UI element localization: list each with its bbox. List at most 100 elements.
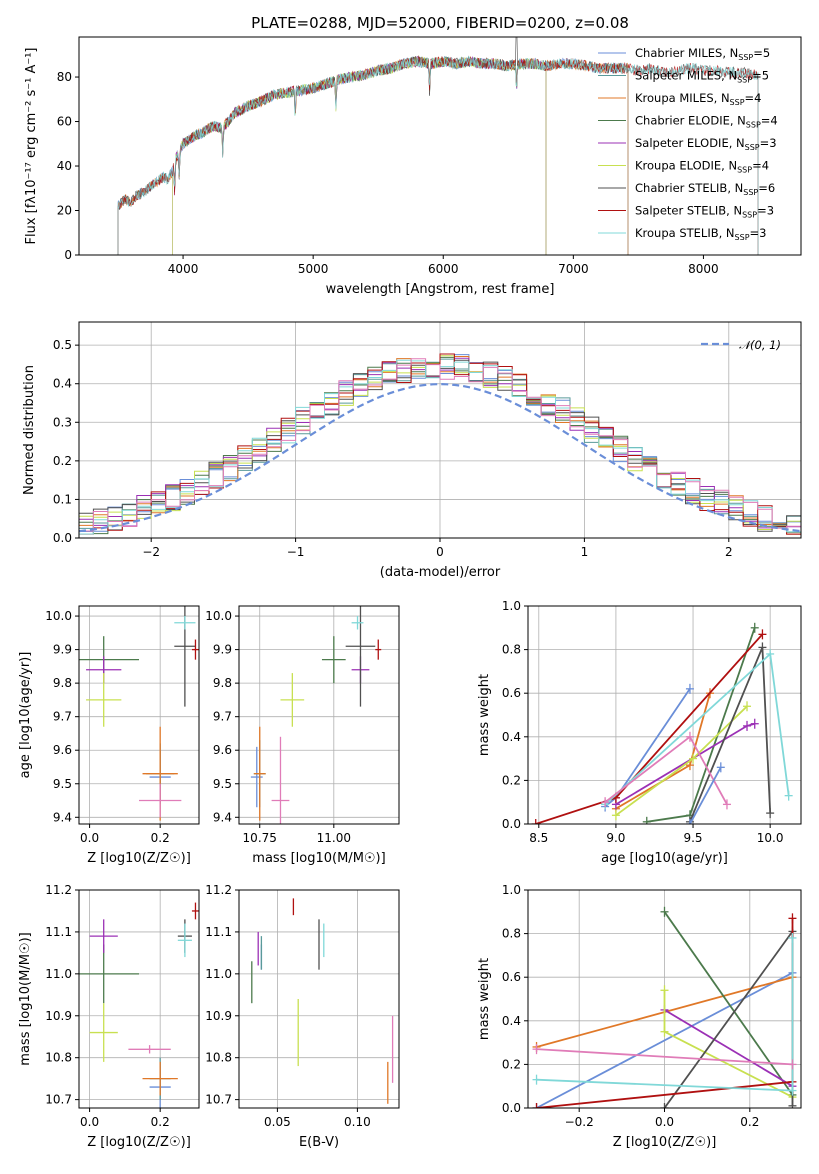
y-tick-label: 10.7	[205, 1093, 232, 1107]
mass-weight-series-line	[663, 928, 794, 1108]
y-tick-label: 9.6	[213, 743, 232, 757]
mass_vs_ebv-panel: 0.05 0.10 10.7 10.8 10.9 11.0 11.1 11.2 E(B-V)	[205, 883, 400, 1150]
mass-weight-series-line	[536, 972, 793, 1108]
halpha-emission-line	[515, 37, 518, 66]
y-tick-label: 9.8	[213, 676, 232, 690]
data-point-errorbar	[271, 736, 290, 824]
spectrum-panel: 4000 5000 6000 7000 8000 0 20 40 60 80 wavelength …	[24, 36, 802, 297]
spectrum-series-line	[117, 56, 759, 255]
y-tick-label: 0.0	[502, 1101, 521, 1115]
y-tick-label: 9.5	[53, 777, 72, 791]
y-tick-label: 0	[64, 248, 72, 262]
mass-weight-marker	[788, 913, 797, 924]
y-axis-label: Normed distribution	[22, 365, 37, 495]
x-axis-label: mass [log10(M/M☉)]	[252, 851, 385, 866]
legend-entry-label: Kroupa MILES, NSSP=4	[635, 91, 761, 107]
y-tick-label: 0.8	[502, 643, 521, 657]
mass_weight_vs_Z-marks	[532, 906, 797, 1108]
mass-weight-marker	[743, 701, 752, 712]
figure-title: PLATE=0288, MJD=52000, FIBERID=0200, z=0…	[251, 14, 629, 32]
x-tick-label: 0	[436, 545, 444, 559]
y-tick-label: 1.0	[502, 883, 521, 897]
mass_vs_Z-marks	[79, 902, 199, 1108]
axes-frame	[238, 605, 400, 825]
y-tick-label: 80	[57, 70, 72, 84]
spectrum-series-line	[172, 56, 547, 255]
mass-weight-marker	[722, 799, 731, 810]
x-tick-label: 0.0	[80, 1115, 99, 1129]
x-axis-label: wavelength [Angstrom, rest frame]	[326, 282, 555, 297]
data-point-errorbar	[191, 902, 199, 920]
mass-weight-marker	[660, 1103, 669, 1108]
mass-weight-series-line	[664, 1009, 793, 1087]
mass-weight-marker	[750, 622, 759, 633]
legend-entry-label: Salpeter ELODIE, NSSP=3	[635, 136, 777, 152]
data-point-errorbar	[253, 726, 266, 821]
mass-weight-marker	[758, 629, 767, 640]
legend-entry-label: Salpeter STELIB, NSSP=3	[635, 204, 774, 220]
mass-weight-marker	[660, 1026, 669, 1037]
mass-weight-series-line	[615, 705, 748, 817]
y-tick-label: 9.6	[53, 743, 72, 757]
x-tick-label: 0.0	[80, 831, 99, 845]
x-tick-label: 0.0	[655, 1115, 674, 1129]
residuals-marks	[79, 353, 801, 538]
data-point-errorbar	[250, 746, 263, 808]
x-tick-label: 0.2	[740, 1115, 759, 1129]
y-tick-label: 10.8	[205, 1051, 232, 1065]
y-tick-label: 9.4	[213, 810, 232, 824]
y-tick-label: 10.9	[45, 1009, 72, 1023]
x-tick-label: −1	[287, 545, 305, 559]
spectrum-series-line	[117, 55, 629, 255]
y-tick-label: 11.0	[205, 967, 232, 981]
y-tick-label: 9.5	[213, 777, 232, 791]
mass-weight-marker	[788, 1085, 797, 1096]
mass-weight-marker	[532, 1044, 541, 1055]
y-tick-label: 0.2	[502, 773, 521, 787]
y-tick-label: 60	[57, 115, 72, 129]
y-tick-label: 9.4	[53, 810, 72, 824]
y-axis-label: mass [log10(M/M☉)]	[18, 932, 33, 1065]
y-tick-label: 10.8	[45, 1051, 72, 1065]
y-axis-label: age [log10(age/yr)]	[18, 652, 33, 779]
x-tick-label: 6000	[428, 262, 459, 276]
x-axis-label: age [log10(age/yr)]	[601, 851, 728, 866]
data-point-errorbar	[191, 639, 199, 660]
legend-entry-label: Salpeter MILES, NSSP=5	[635, 69, 769, 85]
y-tick-label: 9.7	[53, 710, 72, 724]
legend-entry-label: Kroupa STELIB, NSSP=3	[635, 226, 766, 242]
legend-entry-label: Kroupa ELODIE, NSSP=4	[635, 159, 769, 175]
mass-weight-marker	[716, 762, 725, 773]
y-tick-label: 11.2	[205, 883, 232, 897]
x-tick-label: 0.10	[344, 1115, 371, 1129]
data-point-errorbar	[128, 1045, 171, 1054]
mass-weight-marker	[788, 932, 797, 943]
data-point-errorbar	[351, 616, 364, 630]
y-tick-label: 0.4	[53, 377, 72, 391]
y-tick-label: 0.4	[502, 1014, 521, 1028]
x-tick-label: 0.05	[264, 1115, 291, 1129]
data-point-errorbar	[345, 606, 376, 707]
mass-weight-marker	[758, 642, 767, 653]
y-tick-label: 0.2	[53, 454, 72, 468]
x-axis-label: Z [log10(Z/Z☉)]	[87, 1135, 191, 1150]
x-tick-label: 8000	[688, 262, 719, 276]
mass-weight-marker	[685, 819, 694, 824]
spectrum-series-line	[172, 56, 547, 255]
mass_weight_vs_Z-panel: −0.2 0.0 0.2 0.0 0.2 0.4 0.6 0.8 1.0 Z [log10(Z/Z…	[477, 883, 802, 1150]
data-point-errorbar	[174, 616, 196, 630]
y-tick-label: 11.1	[45, 925, 72, 939]
mass_weight_vs_age-panel: 8.5 9.0 9.5 10.0 0.0 0.2 0.4 0.6 0.8 1.0 age [log1…	[477, 599, 802, 866]
y-tick-label: 0.8	[502, 927, 521, 941]
mass-weight-marker	[788, 1100, 797, 1108]
mass-weight-marker	[532, 1103, 541, 1108]
axes-frame	[238, 889, 400, 1109]
age_vs_mass-marks	[250, 606, 382, 824]
axes-frame	[78, 321, 802, 539]
mass-weight-marker	[784, 790, 793, 801]
mass-weight-marker	[766, 648, 775, 659]
mass-weight-series-line	[689, 647, 772, 823]
x-tick-label: 1	[581, 545, 589, 559]
legend-entry-label: Chabrier STELIB, NSSP=6	[635, 181, 775, 197]
